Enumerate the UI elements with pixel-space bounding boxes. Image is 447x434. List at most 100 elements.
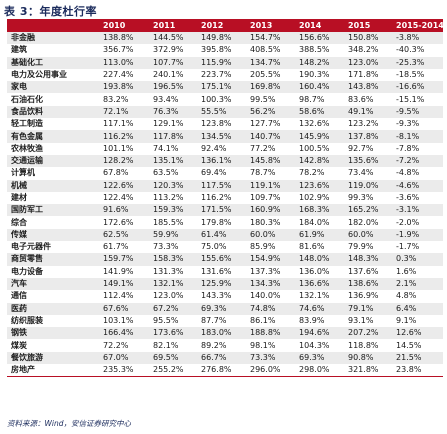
cell-change: -3.1%	[392, 204, 443, 217]
cell-y2014: 81.6%	[295, 241, 344, 254]
cell-y2015: 83.6%	[344, 93, 392, 106]
cell-y2012: 183.0%	[197, 327, 246, 340]
cell-y2014: 190.3%	[295, 68, 344, 82]
cell-y2015: 73.4%	[344, 167, 392, 180]
cell-y2011: 159.3%	[149, 204, 197, 217]
cell-industry: 餐饮旅游	[7, 351, 99, 365]
cell-y2010: 101.1%	[99, 142, 149, 155]
cell-y2013: 73.3%	[246, 351, 295, 365]
cell-y2012: 175.1%	[197, 81, 246, 94]
cell-y2015: 79.9%	[344, 241, 392, 254]
cell-change: -4.8%	[392, 167, 443, 180]
cell-y2010: 112.4%	[99, 290, 149, 303]
cell-y2011: 240.1%	[149, 68, 197, 82]
cell-y2012: 117.5%	[197, 179, 246, 192]
cell-y2011: 158.3%	[149, 253, 197, 266]
cell-y2014: 58.6%	[295, 105, 344, 119]
cell-y2013: 145.8%	[246, 154, 295, 168]
cell-y2012: 223.7%	[197, 68, 246, 82]
cell-y2010: 61.7%	[99, 241, 149, 254]
table-row: 汽车 149.1% 132.1% 125.9% 134.3% 136.6% 138.6% 2.…	[7, 277, 443, 291]
cell-change: -8.1%	[392, 130, 443, 143]
cell-y2014: 83.9%	[295, 314, 344, 328]
cell-y2012: 276.8%	[197, 364, 246, 378]
cell-y2014: 160.4%	[295, 81, 344, 94]
cell-change: -2.0%	[392, 216, 443, 229]
cell-industry: 煤炭	[7, 339, 99, 352]
cell-y2014: 104.3%	[295, 339, 344, 352]
cell-y2010: 235.3%	[99, 364, 149, 378]
cell-y2015: 123.2%	[344, 118, 392, 131]
cell-change: -3.6%	[392, 191, 443, 205]
cell-change: -25.3%	[392, 56, 443, 69]
cell-y2012: 155.6%	[197, 253, 246, 266]
table-row: 电力及公用事业 227.4% 240.1% 223.7% 205.5% 190.3% 171…	[7, 68, 443, 82]
table-row: 建材 122.4% 113.2% 116.2% 109.7% 102.9% 99.3% -3.…	[7, 191, 443, 205]
cell-y2013: 86.1%	[246, 314, 295, 328]
cell-industry: 综合	[7, 216, 99, 229]
cell-industry: 商贸零售	[7, 253, 99, 266]
header-cell-2012: 2012	[197, 19, 246, 32]
cell-change: -40.3%	[392, 44, 443, 57]
cell-y2010: 72.1%	[99, 105, 149, 119]
cell-y2010: 83.2%	[99, 93, 149, 106]
table-row: 房地产 235.3% 255.2% 276.8% 296.0% 298.0% 321.8% 2…	[7, 364, 443, 378]
cell-change: -18.5%	[392, 68, 443, 82]
cell-y2011: 93.4%	[149, 93, 197, 106]
cell-y2014: 74.6%	[295, 302, 344, 315]
cell-change: -7.8%	[392, 142, 443, 155]
cell-industry: 电子元器件	[7, 241, 99, 254]
cell-y2010: 72.2%	[99, 339, 149, 352]
table-row: 轻工制造 117.1% 129.1% 123.8% 127.7% 132.6% 123.2%…	[7, 118, 443, 131]
cell-y2013: 137.3%	[246, 265, 295, 278]
cell-y2015: 207.2%	[344, 327, 392, 340]
cell-change: 14.5%	[392, 339, 443, 352]
cell-y2014: 388.5%	[295, 44, 344, 57]
table-header-row: 2010 2011 2012 2013 2014 2015 2015-2014	[7, 19, 444, 32]
cell-y2013: 180.3%	[246, 216, 295, 229]
cell-y2013: 188.8%	[246, 327, 295, 340]
cell-y2011: 120.3%	[149, 179, 197, 192]
cell-change: 4.8%	[392, 290, 443, 303]
cell-y2010: 67.0%	[99, 351, 149, 365]
header-cell-change: 2015-2014	[392, 19, 444, 32]
cell-y2014: 168.3%	[295, 204, 344, 217]
cell-y2013: 296.0%	[246, 364, 295, 378]
cell-y2014: 298.0%	[295, 364, 344, 378]
cell-y2011: 129.1%	[149, 118, 197, 131]
cell-y2013: 127.7%	[246, 118, 295, 131]
table-body: 非金融 138.8% 144.5% 149.8% 154.7% 156.6% 150.8% -…	[7, 32, 443, 378]
cell-y2014: 69.3%	[295, 351, 344, 365]
cell-change: 12.6%	[392, 327, 443, 340]
cell-y2010: 62.5%	[99, 228, 149, 242]
header-cell-industry	[7, 19, 99, 32]
cell-y2011: 73.3%	[149, 241, 197, 254]
cell-y2011: 117.8%	[149, 130, 197, 143]
cell-y2013: 60.0%	[246, 228, 295, 242]
cell-change: 9.1%	[392, 314, 443, 328]
cell-y2010: 103.1%	[99, 314, 149, 328]
header-cell-2015: 2015	[344, 19, 392, 32]
cell-y2011: 131.3%	[149, 265, 197, 278]
cell-y2013: 169.8%	[246, 81, 295, 94]
cell-y2011: 185.5%	[149, 216, 197, 229]
cell-y2013: 77.2%	[246, 142, 295, 155]
cell-y2011: 132.1%	[149, 277, 197, 291]
cell-y2013: 85.9%	[246, 241, 295, 254]
cell-y2015: 79.1%	[344, 302, 392, 315]
cell-y2013: 56.2%	[246, 105, 295, 119]
cell-y2012: 143.3%	[197, 290, 246, 303]
cell-y2013: 140.7%	[246, 130, 295, 143]
cell-y2015: 99.3%	[344, 191, 392, 205]
cell-y2012: 75.0%	[197, 241, 246, 254]
cell-change: 0.3%	[392, 253, 443, 266]
cell-y2013: 134.3%	[246, 277, 295, 291]
cell-industry: 电力设备	[7, 265, 99, 278]
cell-y2010: 159.7%	[99, 253, 149, 266]
cell-change: -4.6%	[392, 179, 443, 192]
cell-y2015: 49.1%	[344, 105, 392, 119]
cell-industry: 石油石化	[7, 93, 99, 106]
cell-y2015: 92.7%	[344, 142, 392, 155]
cell-industry: 轻工制造	[7, 118, 99, 131]
